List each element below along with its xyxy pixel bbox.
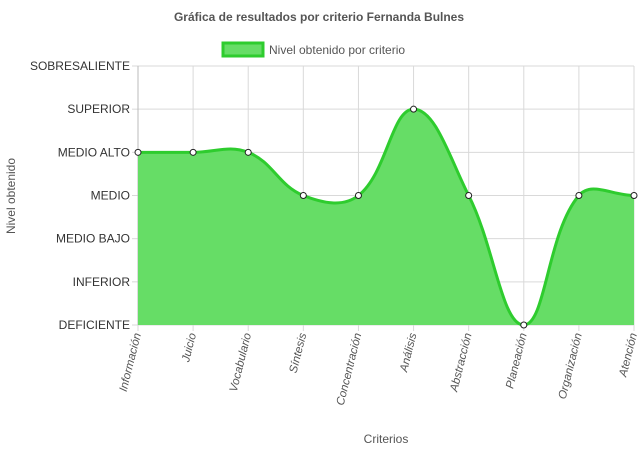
x-tick-label: Planeación (504, 332, 529, 390)
y-tick-label: INFERIOR (73, 275, 131, 289)
series-area (137, 107, 635, 327)
data-point[interactable] (189, 148, 197, 156)
data-point[interactable] (575, 192, 583, 199)
chart-title: Gráfica de resultados por criterio Ferna… (174, 10, 464, 24)
y-tick-label: SOBRESALIENTE (30, 59, 130, 73)
x-axis-title: Criterios (364, 432, 409, 446)
data-point[interactable] (520, 321, 528, 329)
data-point[interactable] (410, 105, 418, 113)
y-tick-label: MEDIO ALTO (58, 145, 130, 159)
x-tick-label: Juicio (180, 331, 199, 364)
data-point[interactable] (465, 192, 473, 199)
legend-swatch (221, 41, 265, 58)
data-point[interactable] (244, 148, 252, 156)
y-tick-label: SUPERIOR (67, 102, 130, 116)
legend[interactable]: Nivel obtenido por criterio (221, 41, 405, 58)
y-axis-title: Nivel obtenido (4, 158, 18, 234)
x-tick-label: Análisis (398, 332, 420, 375)
x-tick-label: Concentración (335, 332, 365, 407)
y-axis: DEFICIENTE INFERIOR MEDIO BAJO MEDIO MEDIO A… (30, 59, 130, 332)
x-tick-label: Atención (617, 332, 639, 379)
y-tick-label: MEDIO (91, 189, 130, 203)
data-points (134, 105, 638, 329)
x-axis: Información Juicio Vocabulario Síntesis Conc… (118, 331, 639, 406)
x-tick-label: Información (118, 332, 144, 393)
x-tick-label: Abstracción (448, 332, 474, 394)
series-area-fill (138, 109, 634, 326)
x-tick-label: Organización (557, 332, 585, 401)
data-point[interactable] (134, 148, 142, 156)
data-point[interactable] (630, 192, 638, 199)
data-point[interactable] (354, 192, 362, 199)
x-tick-label: Vocabulario (228, 331, 254, 393)
legend-label: Nivel obtenido por criterio (269, 43, 405, 57)
y-tick-label: MEDIO BAJO (56, 232, 130, 246)
data-point[interactable] (299, 192, 307, 199)
x-tick-label: Síntesis (288, 332, 310, 375)
y-tick-label: DEFICIENTE (59, 318, 130, 332)
